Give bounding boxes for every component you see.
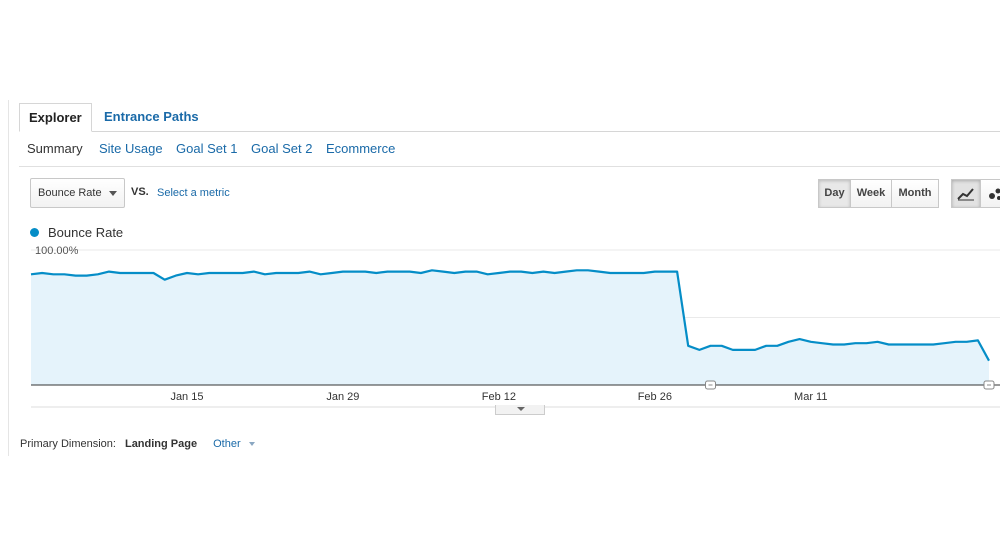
subtab-summary[interactable]: Summary [27, 141, 83, 156]
subtab-ecommerce[interactable]: Ecommerce [326, 141, 396, 156]
x-tick-label: Feb 12 [482, 391, 516, 403]
metric-group-tabs: Summary Site Usage Goal Set 1 Goal Set 2… [19, 132, 1000, 167]
period-toggle: Day Week Month [818, 179, 939, 208]
bounce-rate-series-line [30, 269, 990, 362]
primary-dimension-bar: Primary Dimension: Landing Page Other [20, 438, 255, 450]
legend-dot-icon [30, 228, 39, 237]
x-tick-label: Mar 11 [794, 391, 827, 403]
y-tick-label: 100.00% [35, 245, 79, 257]
vs-label: VS. [131, 186, 149, 198]
chart-type-toggle [951, 179, 1000, 208]
area-fill [31, 270, 989, 385]
x-tick-label: Jan 29 [326, 391, 359, 403]
chart-expand-handle[interactable] [495, 405, 545, 415]
explorer-panel: Explorer Entrance Paths Summary Site Usa… [8, 100, 1000, 456]
annotation-marker-icon[interactable] [705, 380, 717, 390]
chart-legend: Bounce Rate [30, 225, 123, 240]
legend-label: Bounce Rate [48, 225, 124, 240]
chevron-down-icon [517, 407, 525, 411]
primary-dimension-value: Landing Page [124, 438, 198, 450]
chevron-down-icon [248, 442, 255, 446]
week-button[interactable]: Week [850, 179, 892, 208]
chevron-down-icon [109, 191, 117, 196]
primary-dimension-label: Primary Dimension: [20, 438, 116, 450]
report-tabs: Explorer Entrance Paths [19, 103, 1000, 132]
motion-chart-icon [989, 188, 1000, 200]
x-tick-label: Feb 26 [638, 391, 672, 403]
select-metric-link[interactable]: Select a metric [157, 187, 230, 199]
line-chart-icon [957, 187, 974, 200]
metric-dropdown[interactable]: Bounce Rate [30, 178, 125, 208]
tab-explorer[interactable]: Explorer [19, 103, 92, 132]
x-tick-label: Jan 15 [170, 391, 203, 403]
subtab-goal-set-1[interactable]: Goal Set 1 [176, 141, 238, 156]
motion-chart-button[interactable] [980, 179, 1000, 208]
metric-dropdown-value: Bounce Rate [38, 187, 102, 199]
month-button[interactable]: Month [891, 179, 939, 208]
subtab-site-usage[interactable]: Site Usage [99, 141, 163, 156]
line-chart-button[interactable] [951, 179, 981, 208]
primary-dimension-other[interactable]: Other [213, 438, 241, 450]
day-button[interactable]: Day [818, 179, 851, 208]
subtab-goal-set-2[interactable]: Goal Set 2 [251, 141, 313, 156]
tab-entrance-paths[interactable]: Entrance Paths [104, 109, 199, 124]
annotation-marker-icon[interactable] [983, 380, 995, 390]
